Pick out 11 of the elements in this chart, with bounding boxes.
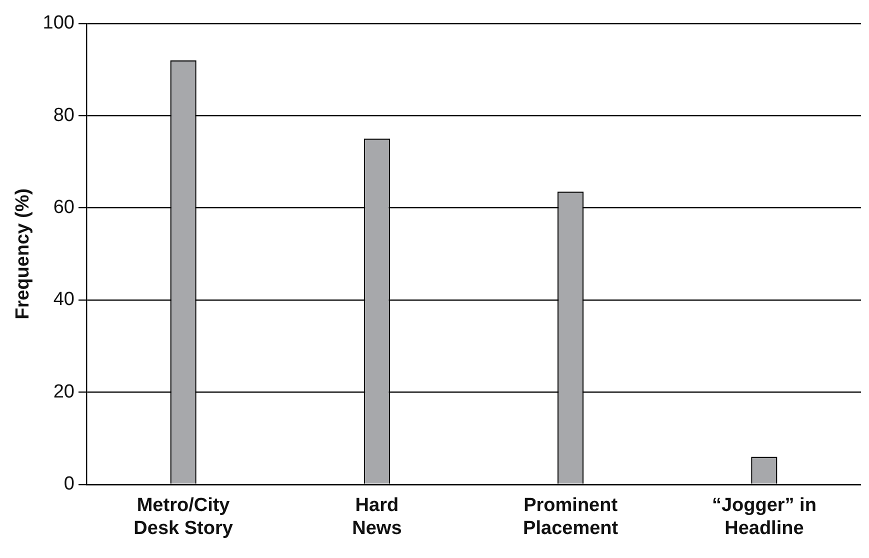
x-tick-label: “Jogger” in Headline	[712, 495, 816, 539]
y-tick-label: 20	[53, 381, 74, 402]
y-tick-label: 60	[53, 197, 74, 218]
x-tick-label: Hard News	[352, 495, 402, 539]
y-tick-label: 80	[53, 104, 74, 126]
x-tick-label: Prominent Placement	[523, 495, 619, 539]
y-tick-label: 100	[42, 12, 74, 34]
y-tick-label: 40	[53, 289, 74, 310]
y-axis-title: Frequency (%)	[12, 188, 34, 320]
x-tick-label: Metro/City Desk Story	[134, 495, 234, 539]
y-tick-label: 0	[64, 474, 74, 495]
